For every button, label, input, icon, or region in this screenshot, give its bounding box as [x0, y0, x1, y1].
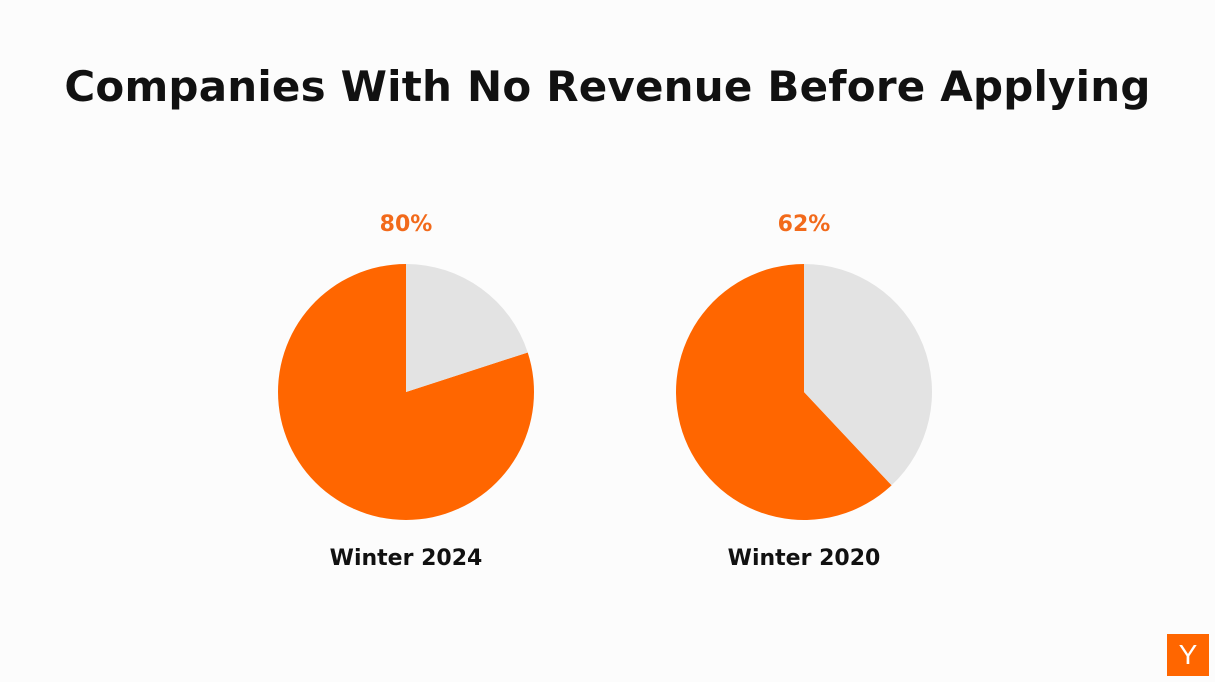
- pie-slice-other: [406, 264, 528, 392]
- pie-svg: [278, 264, 535, 520]
- y-combinator-logo: Y: [1167, 634, 1209, 676]
- pie-svg: [676, 264, 933, 520]
- chart-title: Companies With No Revenue Before Applyin…: [64, 62, 1151, 111]
- pie-caption: Winter 2024: [329, 546, 483, 571]
- pie-caption: Winter 2020: [727, 546, 881, 571]
- pie-slice-no-revenue: [676, 264, 892, 520]
- pie-slice-no-revenue: [278, 264, 535, 520]
- pie-chart-winter-2024: 80% Winter 2024: [256, 208, 556, 588]
- pie-chart-winter-2020: 62% Winter 2020: [654, 208, 954, 588]
- pie-slice-other: [804, 264, 933, 486]
- percent-label: 62%: [777, 212, 831, 237]
- percent-label: 80%: [379, 212, 433, 237]
